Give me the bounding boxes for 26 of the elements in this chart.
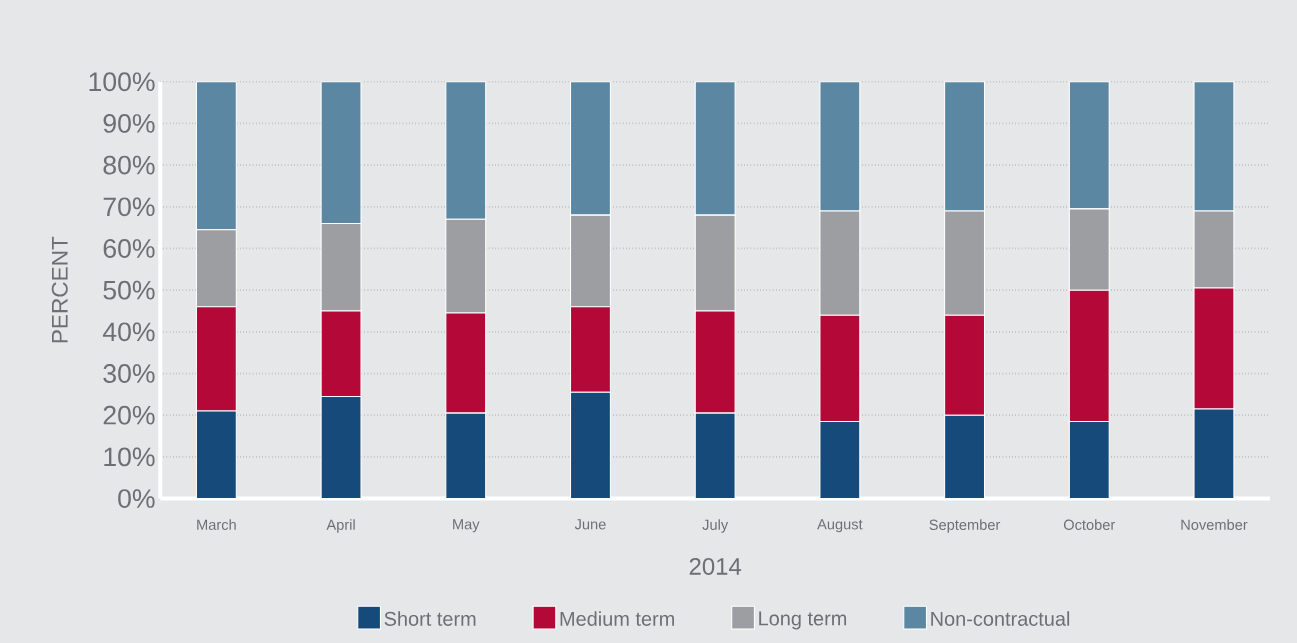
x-tick-label: June [574, 519, 606, 530]
legend-label: Long term [759, 611, 847, 630]
y-tick-label: 30% [103, 364, 155, 383]
legend-label: Non-contractual [931, 611, 1070, 626]
x-tick-label: July [702, 519, 729, 533]
y-tick-label: 10% [104, 447, 155, 467]
x-tick-label: March [197, 519, 236, 530]
x-axis-title: 2014 [689, 557, 742, 575]
x-tick-label: October [1063, 519, 1116, 530]
legend-label: Short term [384, 611, 476, 626]
x-tick-label: May [453, 519, 480, 533]
x-tick-label: November [1181, 519, 1248, 530]
x-tick-label: August [817, 519, 863, 533]
y-tick-label: 40% [102, 322, 155, 342]
y-tick-label: 50% [103, 280, 155, 300]
y-tick-label: 20% [103, 405, 155, 425]
y-tick-label: 100% [89, 72, 155, 92]
y-axis-title: PERCENT [51, 236, 68, 343]
y-tick-label: 0% [118, 489, 155, 508]
x-tick-label: April [326, 519, 355, 533]
legend-label: Medium term [560, 611, 674, 626]
y-tick-label: 60% [103, 239, 155, 258]
y-tick-label: 90% [103, 113, 155, 133]
y-tick-label: 80% [103, 155, 155, 175]
x-tick-label: September [929, 519, 1001, 533]
y-tick-label: 70% [103, 197, 155, 217]
